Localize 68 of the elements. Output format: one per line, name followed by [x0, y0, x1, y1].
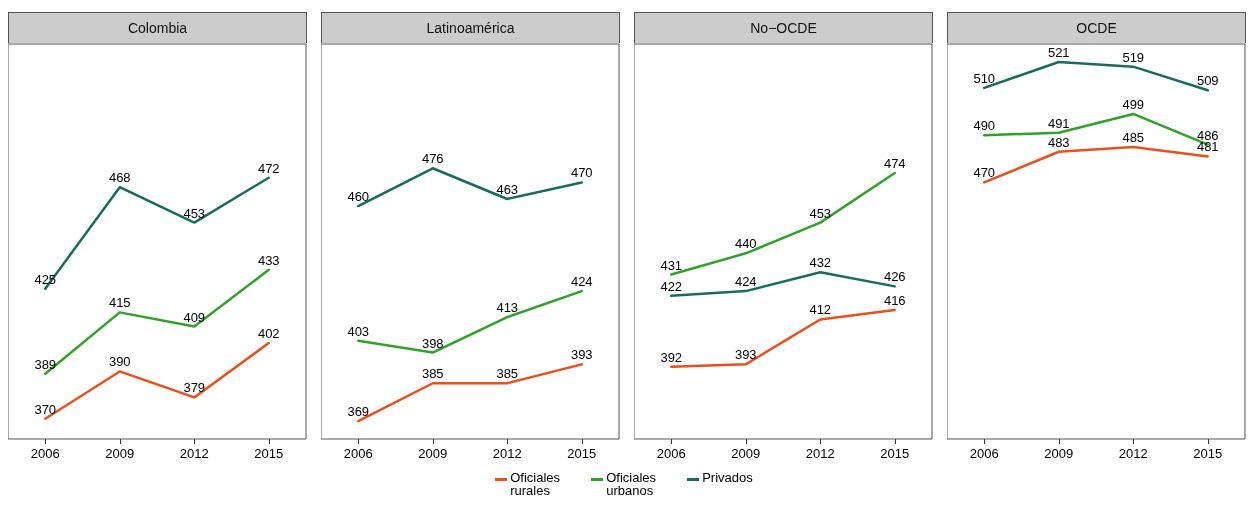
chart-title: Colombia — [8, 12, 307, 43]
data-label: 415 — [108, 295, 131, 311]
data-label: 431 — [660, 257, 683, 273]
data-label: 432 — [809, 255, 832, 271]
data-label: 413 — [496, 300, 519, 316]
x-tick-label: 2009 — [731, 446, 761, 461]
data-label: 393 — [734, 347, 757, 363]
x-tick-label: 2012 — [492, 446, 522, 461]
data-label: 468 — [108, 170, 131, 186]
data-label: 422 — [660, 278, 683, 294]
data-label: 490 — [973, 118, 996, 134]
data-label: 426 — [883, 269, 906, 285]
data-label: 379 — [183, 380, 206, 396]
data-label: 499 — [1122, 96, 1145, 112]
data-label: 509 — [1196, 73, 1219, 89]
data-label: 440 — [734, 236, 757, 252]
data-label: 510 — [973, 70, 996, 86]
x-tick-label: 2006 — [656, 446, 686, 461]
data-label: 370 — [34, 401, 57, 417]
data-label: 409 — [183, 309, 206, 325]
data-label: 389 — [34, 356, 57, 372]
x-tick-label: 2006 — [343, 446, 373, 461]
data-label: 402 — [257, 326, 280, 342]
data-label: 412 — [809, 302, 832, 318]
x-tick-label: 2015 — [567, 446, 597, 461]
data-label: 485 — [1122, 130, 1145, 145]
data-label: 385 — [496, 366, 519, 382]
data-label: 519 — [1122, 49, 1145, 65]
data-label: 433 — [257, 252, 280, 268]
data-label: 491 — [1047, 115, 1070, 131]
data-label: 424 — [734, 274, 757, 290]
data-label: 483 — [1047, 134, 1070, 150]
x-tick-label: 2015 — [1193, 446, 1223, 461]
x-tick-label: 2009 — [105, 446, 135, 461]
data-label: 460 — [347, 189, 370, 205]
x-tick-label: 2009 — [418, 446, 448, 461]
x-tick-label: 2012 — [1118, 446, 1148, 461]
x-tick-label: 2006 — [969, 446, 999, 461]
chart-title: No−OCDE — [634, 12, 933, 43]
x-tick-label: 2015 — [254, 446, 284, 461]
data-label: 424 — [570, 274, 593, 290]
x-tick-label: 2009 — [1044, 446, 1074, 461]
data-label: 453 — [183, 205, 206, 221]
chart-title: OCDE — [947, 12, 1246, 43]
x-tick-label: 2006 — [30, 446, 60, 461]
data-label: 392 — [660, 349, 683, 365]
legend-label: Oficiales rurales — [510, 470, 562, 498]
legend-label: Privados — [702, 470, 753, 485]
x-tick-label: 2015 — [880, 446, 910, 461]
legend-label: Oficiales urbanos — [606, 470, 658, 498]
data-label: 470 — [973, 165, 996, 181]
data-label: 472 — [257, 160, 280, 176]
data-label: 385 — [421, 366, 444, 382]
data-label: 474 — [883, 155, 906, 171]
data-label: 398 — [421, 335, 444, 351]
chart-title: Latinoamérica — [321, 12, 620, 43]
x-tick-label: 2012 — [805, 446, 835, 461]
data-label: 403 — [347, 323, 370, 339]
data-label: 369 — [347, 404, 370, 420]
data-label: 521 — [1047, 44, 1070, 60]
data-label: 470 — [570, 165, 593, 181]
data-label: 463 — [496, 181, 519, 197]
data-label: 393 — [570, 347, 593, 363]
data-label: 416 — [883, 293, 906, 309]
x-tick-label: 2012 — [179, 446, 209, 461]
data-label: 476 — [421, 151, 444, 167]
data-label: 390 — [108, 354, 131, 370]
data-label: 453 — [809, 205, 832, 221]
